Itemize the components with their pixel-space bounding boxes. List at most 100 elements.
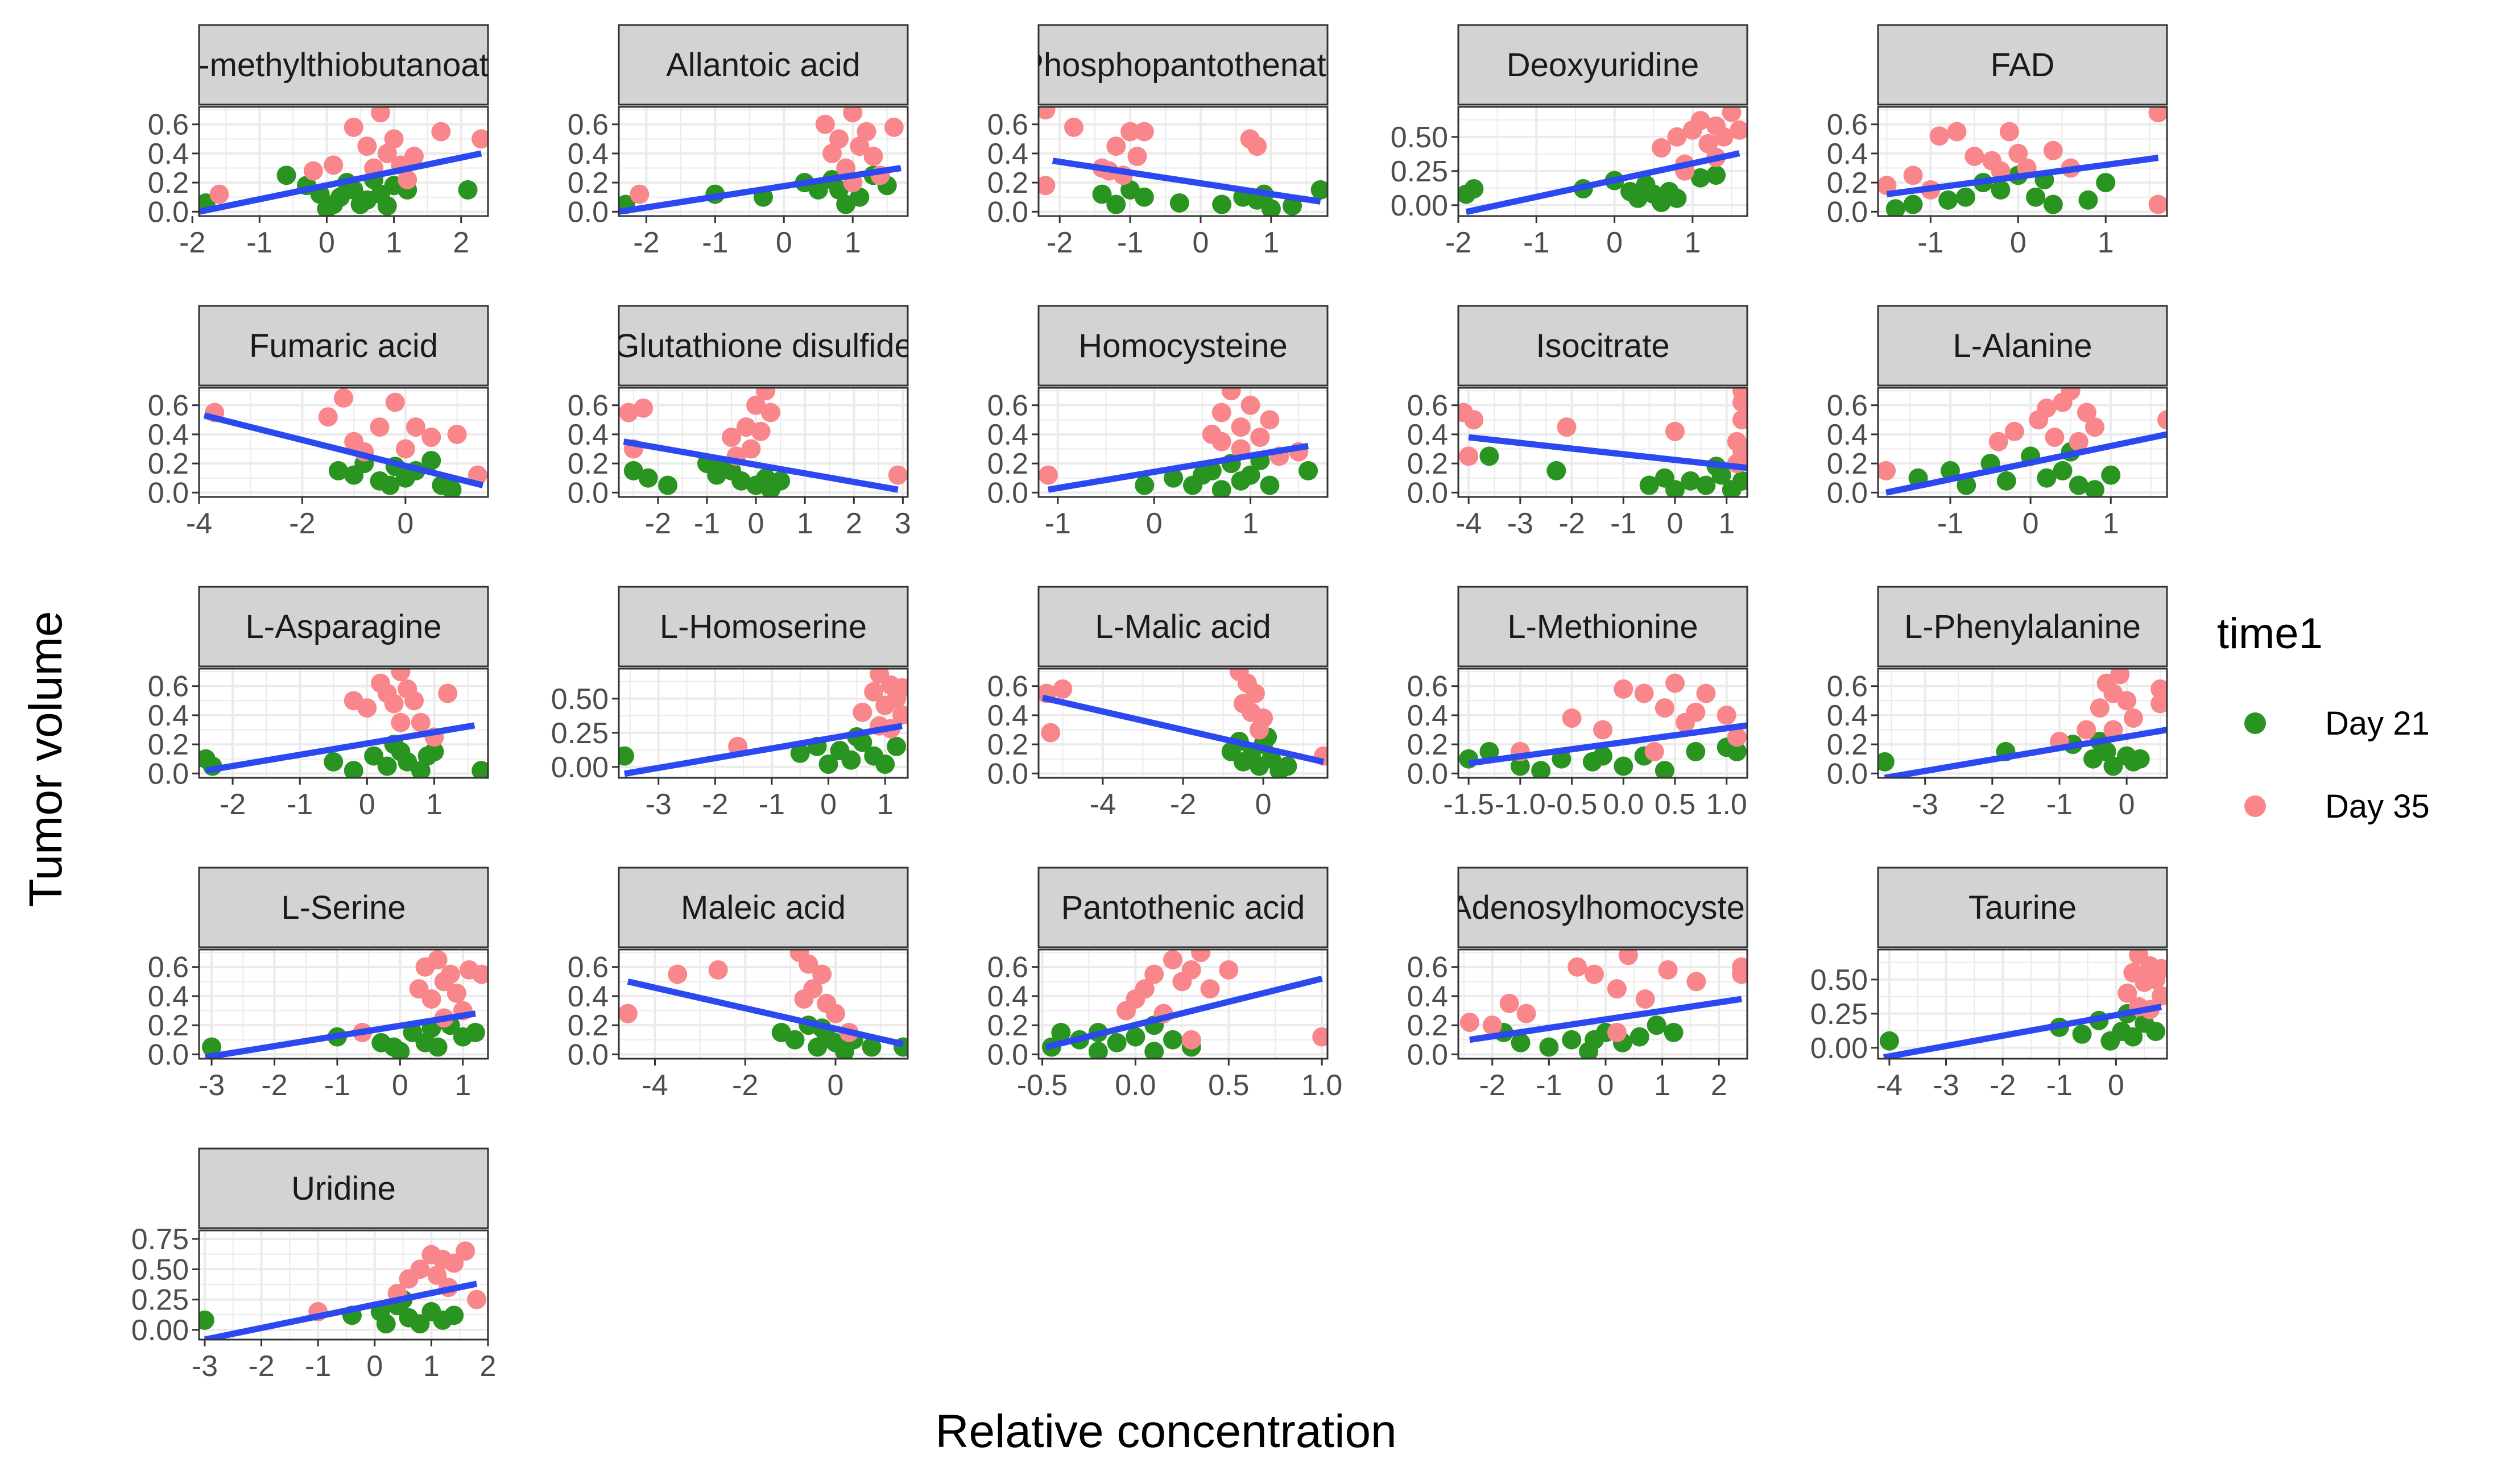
facet-title: Glutathione disulfide bbox=[614, 328, 913, 364]
y-tick-label: 0.4 bbox=[987, 699, 1028, 732]
point-day35 bbox=[1041, 723, 1061, 743]
facet-isocitrate: Isocitrate -4 -3 -2 -1 0 1 0.00.20.40.6 bbox=[1407, 305, 1748, 540]
fit-line bbox=[203, 412, 484, 488]
panel-border bbox=[198, 387, 489, 498]
x-tick-label: 0 bbox=[1255, 788, 1272, 821]
y-tick-label: 0.4 bbox=[568, 418, 609, 451]
y-tick-label: 0.4 bbox=[568, 138, 609, 171]
point-day35 bbox=[853, 702, 872, 722]
fit-line bbox=[1052, 157, 1321, 205]
point-day35 bbox=[1618, 950, 1638, 965]
point-day35 bbox=[1200, 979, 1220, 999]
panel-border bbox=[1037, 106, 1329, 217]
point-day35 bbox=[815, 114, 835, 134]
point-day21 bbox=[1593, 746, 1612, 766]
point-day35 bbox=[447, 424, 467, 444]
x-tick-label: -1 bbox=[1117, 226, 1143, 259]
x-tick-label: 0 bbox=[359, 788, 375, 821]
x-tick-label: 1 bbox=[2098, 226, 2114, 259]
point-day35 bbox=[1607, 979, 1627, 999]
point-day21 bbox=[428, 1037, 448, 1057]
point-day35 bbox=[1557, 417, 1577, 437]
facet-strip bbox=[198, 24, 489, 106]
facet-strip bbox=[1457, 867, 1748, 948]
x-tick-label: 0 bbox=[2119, 788, 2135, 821]
facet-title: L-Malic acid bbox=[1095, 608, 1271, 645]
facet-title: L-Methionine bbox=[1507, 608, 1698, 645]
point-day21 bbox=[1885, 199, 1905, 216]
y-tick-label: 0.0 bbox=[1407, 476, 1448, 509]
point-day21 bbox=[1639, 475, 1659, 495]
y-tick-label: 0.2 bbox=[987, 447, 1028, 480]
y-tick-label: 0.6 bbox=[1407, 951, 1448, 984]
point-day21 bbox=[410, 1314, 430, 1334]
point-day35 bbox=[1686, 972, 1706, 992]
y-tick-label: 0.4 bbox=[148, 699, 189, 732]
facet-strip bbox=[1457, 305, 1748, 387]
point-day35 bbox=[209, 184, 229, 204]
point-day21 bbox=[841, 750, 861, 770]
point-day35 bbox=[863, 147, 883, 167]
legend-title: time1 bbox=[2217, 610, 2323, 658]
point-day21 bbox=[1192, 465, 1212, 485]
facet-title: L-Serine bbox=[281, 889, 406, 926]
facet-l-serine: L-Serine -3 -2 -1 0 1 0.00.20.40.6 bbox=[148, 867, 489, 1102]
point-day35 bbox=[1903, 165, 1923, 185]
x-tick-label: -1 bbox=[246, 226, 272, 259]
point-day35 bbox=[1231, 417, 1251, 437]
point-day21 bbox=[364, 746, 384, 766]
point-day35 bbox=[760, 403, 780, 422]
x-tick-label: -2 bbox=[220, 788, 246, 821]
x-tick-label: 0 bbox=[828, 1069, 844, 1102]
panel-border bbox=[618, 387, 909, 498]
point-day21 bbox=[1260, 475, 1280, 495]
point-day35 bbox=[2103, 720, 2123, 740]
facet-title: S-Adenosylhomocysteine bbox=[1417, 889, 1789, 926]
x-tick-label: 0 bbox=[319, 226, 335, 259]
point-day21 bbox=[1163, 1030, 1182, 1050]
point-day35 bbox=[370, 417, 390, 437]
point-day21 bbox=[1706, 165, 1726, 185]
facet-fumaric-acid: Fumaric acid -4 -2 0 0.00.20.40.6 bbox=[148, 305, 489, 540]
y-tick-label: 0.4 bbox=[987, 418, 1028, 451]
point-day21 bbox=[380, 475, 400, 495]
point-day35 bbox=[1607, 1022, 1627, 1042]
point-day21 bbox=[785, 1030, 805, 1050]
panel-border bbox=[618, 106, 909, 217]
facet-deoxyuridine: Deoxyuridine -2 -1 0 1 0.000.250.50 bbox=[1391, 24, 1748, 259]
point-day35 bbox=[884, 117, 904, 137]
point-day21 bbox=[2037, 468, 2057, 488]
point-day35 bbox=[324, 155, 344, 175]
y-tick-label: 0.2 bbox=[1407, 447, 1448, 480]
fit-line bbox=[205, 1010, 476, 1059]
x-tick-label: -1.5 bbox=[1443, 788, 1494, 821]
y-tick-label: 0.0 bbox=[987, 1038, 1028, 1071]
point-day21 bbox=[2096, 173, 2116, 193]
point-day21 bbox=[1459, 749, 1479, 769]
x-tick-label: -3 bbox=[198, 1069, 225, 1102]
point-day35 bbox=[1665, 673, 1685, 693]
point-day35 bbox=[630, 184, 650, 204]
point-day35 bbox=[1221, 388, 1241, 401]
y-tick-label: 0.50 bbox=[131, 1253, 189, 1286]
facet-title: Phosphopantothenate bbox=[1021, 47, 1345, 84]
x-tick-label: -4 bbox=[186, 507, 212, 540]
x-tick-label: -1 bbox=[305, 1350, 331, 1383]
point-day35 bbox=[1878, 176, 1897, 196]
panel-background bbox=[619, 669, 908, 778]
facet-strip bbox=[618, 586, 909, 668]
point-day21 bbox=[1957, 475, 1976, 495]
x-tick-label: 0.5 bbox=[1208, 1069, 1249, 1102]
facet-strip bbox=[1877, 586, 2168, 668]
fit-line bbox=[1465, 150, 1740, 215]
y-tick-label: 0.25 bbox=[551, 717, 609, 750]
point-day35 bbox=[318, 407, 338, 427]
point-day35 bbox=[1039, 176, 1056, 196]
panel-border bbox=[1877, 948, 2168, 1060]
point-day35 bbox=[1106, 136, 1126, 156]
point-day21 bbox=[1144, 1042, 1164, 1059]
point-day35 bbox=[799, 954, 818, 974]
x-tick-label: 0 bbox=[1606, 226, 1623, 259]
fit-line bbox=[1045, 975, 1323, 1050]
data-points bbox=[1459, 950, 1747, 1059]
